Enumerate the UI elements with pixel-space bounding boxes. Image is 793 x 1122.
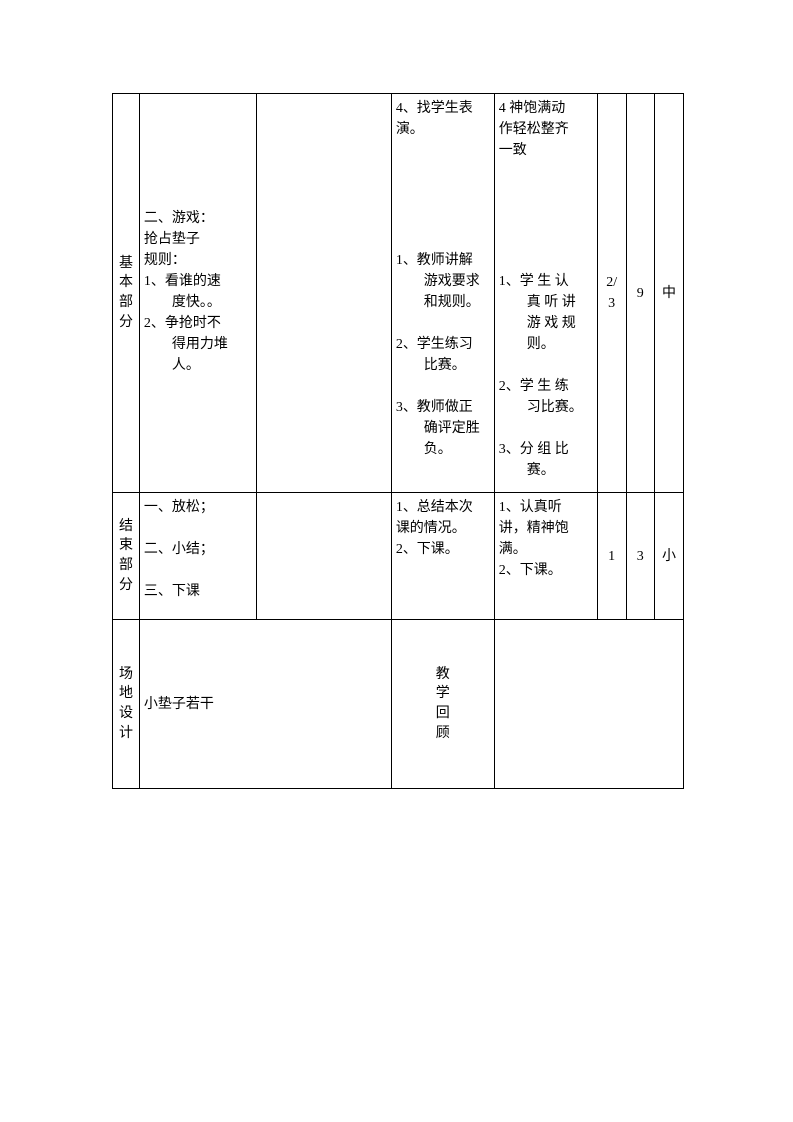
- basic-teacher-activity: 4、找学生表 演。 1、教师讲解 游戏要求 和规则。 2、学生练习 比赛。 3、…: [391, 94, 494, 493]
- section-label-review: 教学回顾: [391, 620, 494, 789]
- section-label-venue: 场地设计: [113, 620, 140, 789]
- section-label-basic: 基本部分: [113, 94, 140, 493]
- end-intensity: 小: [655, 493, 684, 620]
- basic-student-activity: 4 神饱满动 作轻松整齐 一致 1、学 生 认 真 听 讲 游 戏 规 则。 2…: [494, 94, 597, 493]
- end-empty: [256, 493, 391, 620]
- review-content: [494, 620, 683, 789]
- end-minutes: 3: [626, 493, 655, 620]
- end-teacher-activity: 1、总结本次 课的情况。 2、下课。: [391, 493, 494, 620]
- basic-minutes: 9: [626, 94, 655, 493]
- end-times: 1: [597, 493, 626, 620]
- basic-times: 2/ 3: [597, 94, 626, 493]
- venue-content: 小垫子若干: [139, 620, 391, 789]
- basic-intensity: 中: [655, 94, 684, 493]
- basic-empty: [256, 94, 391, 493]
- end-content: 一、放松； 二、小结； 三、下课: [139, 493, 256, 620]
- basic-content: 二、游戏： 抢占垫子 规则： 1、看谁的速 度快。。 2、争抢时不 得用力堆 人…: [139, 94, 256, 493]
- section-label-end: 结束部分: [113, 493, 140, 620]
- end-student-activity: 1、认真听 讲，精神饱 满。 2、下课。: [494, 493, 597, 620]
- lesson-plan-table: 基本部分 二、游戏： 抢占垫子 规则： 1、看谁的速 度快。。 2、争抢时不 得…: [112, 93, 684, 789]
